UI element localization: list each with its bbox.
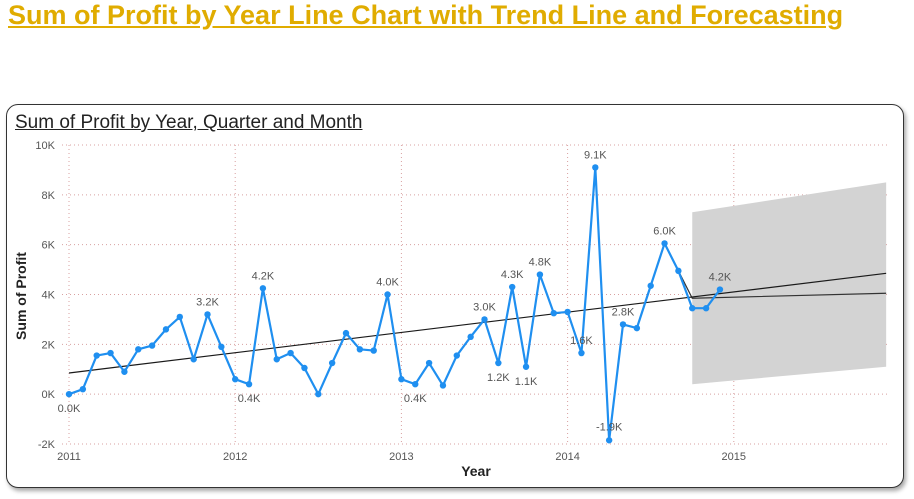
data-point: [689, 305, 696, 312]
data-point: [121, 368, 128, 375]
trend-line-layer: [68, 272, 887, 374]
y-tick-label: 2K: [42, 339, 56, 351]
page-heading: Sum of Profit by Year Line Chart with Tr…: [8, 0, 844, 30]
data-point: [647, 282, 654, 289]
data-label: 2.8K: [612, 306, 635, 318]
data-points: [65, 164, 724, 444]
x-axis-title: Year: [461, 463, 491, 479]
data-point: [315, 390, 322, 398]
data-point: [273, 356, 280, 363]
data-point: [135, 346, 142, 353]
data-point: [245, 381, 253, 388]
data-label: 0.4K: [404, 393, 427, 405]
data-point: [453, 352, 460, 359]
data-point: [633, 324, 641, 332]
y-tick-label: -2K: [38, 439, 56, 451]
data-point: [605, 437, 613, 444]
data-point: [328, 359, 336, 367]
data-point: [619, 321, 627, 328]
data-point: [148, 342, 156, 349]
data-point: [481, 316, 488, 323]
data-point: [65, 390, 73, 398]
data-label: 4.3K: [501, 269, 524, 281]
data-label: 3.2K: [196, 296, 219, 308]
data-label: 0.0K: [58, 403, 81, 415]
data-point: [384, 291, 391, 298]
data-point: [93, 352, 100, 359]
data-point: [301, 364, 308, 372]
data-label: 9.1K: [584, 149, 607, 161]
data-point: [79, 385, 87, 393]
data-point: [425, 359, 433, 367]
x-tick-label: 2014: [555, 451, 579, 463]
data-label: 4.2K: [252, 270, 275, 282]
data-point: [176, 313, 183, 321]
data-point: [412, 381, 419, 388]
x-axis: 2011 2012 2013 2014 2015: [57, 451, 746, 463]
data-label: 3.0K: [473, 301, 496, 313]
data-point: [370, 347, 377, 354]
data-label: 6.0K: [653, 225, 676, 237]
x-tick-label: 2011: [57, 451, 81, 463]
data-point: [232, 376, 239, 383]
data-point: [550, 309, 557, 317]
profit-series-line: [68, 166, 721, 442]
series-line-layer: [68, 166, 721, 442]
forecast-band: [677, 182, 887, 385]
data-point: [439, 382, 447, 389]
data-label: 0.4K: [238, 393, 261, 405]
forecast-line: [677, 270, 887, 299]
data-point: [592, 164, 599, 171]
y-tick-label: 4K: [42, 290, 56, 302]
chart-title: Sum of Profit by Year, Quarter and Month: [15, 112, 363, 133]
data-label: 4.2K: [709, 272, 732, 284]
data-label: 4.8K: [529, 257, 552, 269]
trend-line: [68, 272, 887, 374]
data-point: [509, 283, 516, 291]
data-point: [398, 376, 405, 383]
data-point: [536, 271, 544, 278]
data-label: 1.6K: [570, 335, 593, 347]
data-label: 4.0K: [376, 277, 399, 289]
x-tick-label: 2013: [389, 451, 413, 463]
data-label: 1.2K: [487, 372, 510, 384]
y-tick-label: 10K: [35, 140, 55, 152]
data-point: [162, 326, 170, 333]
y-tick-label: 0K: [42, 389, 56, 401]
data-point: [287, 349, 294, 357]
data-point: [702, 305, 710, 312]
data-point: [522, 363, 530, 370]
data-point: [107, 349, 114, 357]
data-point: [578, 349, 585, 357]
data-point: [495, 359, 502, 367]
data-labels: 0.0K 3.2K 0.4K 4.2K 4.0K 0.4K 3.0K 1.2K 4.3K 1.1K…: [58, 149, 732, 433]
data-point: [716, 286, 724, 293]
y-tick-label: 8K: [42, 190, 56, 202]
data-label: -1.9K: [596, 421, 623, 433]
forecast-confidence-band: [692, 182, 887, 385]
data-point: [204, 311, 211, 318]
data-point: [218, 343, 225, 351]
data-point: [675, 267, 682, 275]
data-point: [342, 329, 350, 337]
data-point: [661, 240, 668, 247]
data-label: 1.1K: [515, 376, 538, 388]
data-point: [467, 333, 474, 341]
data-point: [259, 285, 267, 292]
data-point: [564, 308, 571, 316]
data-point: [190, 356, 197, 363]
data-point: [356, 346, 364, 353]
x-tick-label: 2015: [722, 451, 746, 463]
y-axis-title: Sum of Profit: [13, 252, 29, 340]
y-tick-label: 6K: [42, 240, 56, 252]
y-axis: -2K 0K 2K 4K 6K 8K 10K: [35, 140, 55, 451]
x-tick-label: 2012: [223, 451, 247, 463]
